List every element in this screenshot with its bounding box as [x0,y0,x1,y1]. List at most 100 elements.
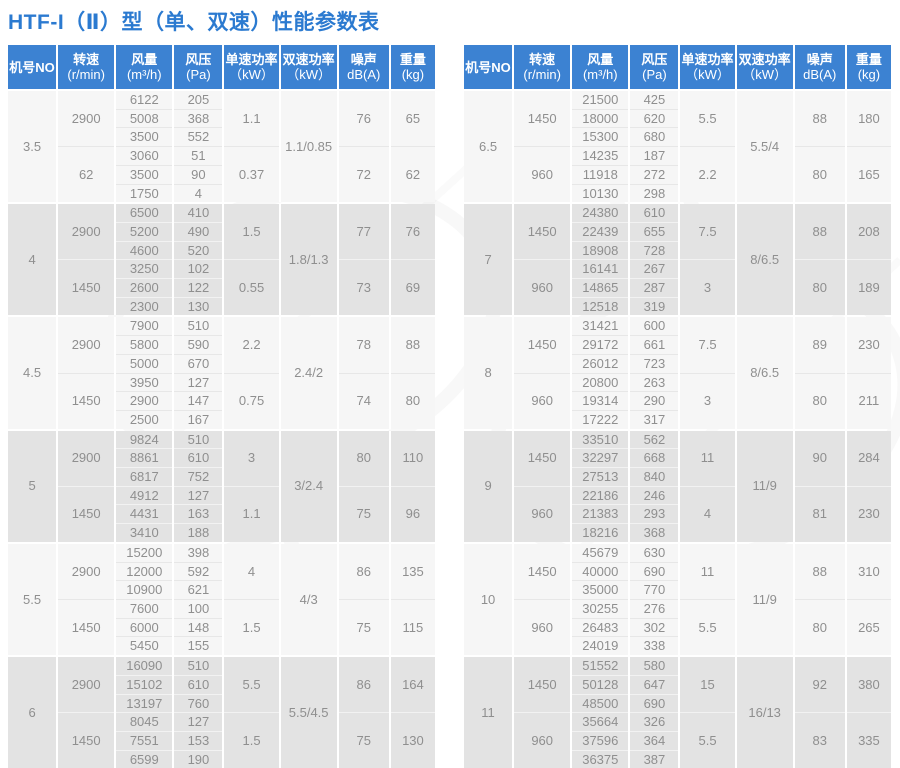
flow-cell: 15102 [115,675,175,695]
weight-cell: 189 [845,259,891,316]
pressure-cell: 410 [173,204,225,223]
pressure-cell: 90 [173,165,225,185]
speed-cell: 2900 [57,204,117,261]
speed-cell: 960 [513,373,573,429]
noise-cell: 78 [337,317,391,374]
col-header-line1: 机号NO [465,59,511,75]
table-row: 960 30255 276 5.5 80 265 [464,599,891,656]
table-row: 4600 520 [8,241,435,261]
pressure-cell: 562 [629,430,681,450]
flow-cell: 22186 [571,486,631,506]
model-cell: 9 [464,430,515,542]
flow-cell: 4600 [115,241,175,261]
noise-cell: 72 [337,146,391,203]
col-header-line2: dB(A) [347,67,381,82]
speed-cell: 1450 [57,373,117,429]
pressure-cell: 723 [629,354,681,374]
pressure-cell: 163 [173,504,225,525]
power-cell: 0.37 [223,146,281,203]
dual-power-cell: 4/3 [279,543,339,656]
col-header-line1: 双速功率 [738,52,791,67]
model-block-3.5: 3.5 2900 6122 205 1.1 1.1/0.85 76 65 5008 368 3500… [8,91,435,203]
pressure-cell: 102 [173,259,225,280]
table-row: 1750 4 [8,184,435,203]
weight-cell: 265 [845,599,891,656]
flow-cell: 2500 [115,410,175,429]
col-header-3: 风压 (Pa) [173,45,225,89]
flow-cell: 18000 [571,109,631,129]
dual-power-cell: 1.1/0.85 [279,91,339,203]
col-header-line1: 风量 [131,52,158,67]
col-header-line1: 风量 [587,52,614,67]
pressure-cell: 317 [629,410,681,429]
col-header-line2: (m³/h) [582,67,618,82]
pressure-cell: 580 [629,657,681,676]
pressure-cell: 122 [173,278,225,298]
table-row: 5008 368 [8,109,435,129]
pressure-cell: 600 [629,317,681,337]
flow-cell: 2300 [115,297,175,316]
flow-cell: 3500 [115,127,175,148]
flow-cell: 8045 [115,712,175,732]
pressure-cell: 326 [629,712,681,732]
table-row: 2600 122 [8,278,435,298]
col-header-6: 噪声 dB(A) [793,45,847,89]
col-header-line1: 噪声 [350,52,377,67]
flow-cell: 29172 [571,335,631,355]
col-header-line1: 风压 [641,52,668,67]
pressure-cell: 510 [173,657,225,676]
flow-cell: 32297 [571,448,631,469]
dual-power-cell: 16/13 [735,657,795,768]
flow-cell: 8861 [115,448,175,469]
weight-cell: 130 [389,712,435,768]
power-cell: 1.5 [223,712,281,768]
table-row: 5800 590 [8,335,435,355]
flow-cell: 50128 [571,675,631,695]
col-header-line2: (Pa) [642,67,667,82]
pressure-cell: 387 [629,750,681,768]
speed-cell: 1450 [513,430,573,487]
flow-cell: 4431 [115,504,175,525]
model-block-10: 10 1450 45679 630 11 11/9 88 310 40000 690 35000 77… [464,543,891,656]
model-cell: 6.5 [464,91,515,203]
table-row: 27513 840 [464,467,891,487]
pressure-cell: 188 [173,523,225,542]
pressure-cell: 661 [629,335,681,355]
table-row: 29172 661 [464,335,891,355]
pressure-cell: 630 [629,543,681,563]
table-row: 960 16141 267 3 80 189 [464,259,891,316]
speed-cell: 960 [513,146,573,203]
flow-cell: 33510 [571,430,631,450]
flow-cell: 6122 [115,91,175,110]
speed-cell: 960 [513,599,573,656]
pressure-cell: 147 [173,391,225,411]
pressure-cell: 728 [629,241,681,261]
flow-cell: 7600 [115,599,175,619]
table-row: 3500 90 [8,165,435,185]
col-header-line1: 单速功率 [225,52,278,67]
power-cell: 1.1 [223,91,281,148]
model-block-6: 6 2900 16090 510 5.5 5.5/4.5 86 164 15102 610 1319… [8,657,435,768]
flow-cell: 13197 [115,694,175,714]
pressure-cell: 190 [173,750,225,768]
model-block-9: 9 1450 33510 562 11 11/9 90 284 32297 668 27513 840… [464,430,891,542]
pressure-cell: 246 [629,486,681,506]
flow-cell: 16141 [571,259,631,280]
table-row: 62 3060 51 0.37 72 62 [8,146,435,203]
flow-cell: 17222 [571,410,631,429]
flow-cell: 18216 [571,523,631,542]
pressure-cell: 290 [629,391,681,411]
table-row: 1450 3950 127 0.75 74 80 [8,373,435,429]
flow-cell: 5008 [115,109,175,129]
pressure-cell: 51 [173,146,225,166]
weight-cell: 65 [389,91,435,148]
dual-power-cell: 11/9 [735,430,795,542]
col-header-7: 重量 (kg) [389,45,435,89]
flow-cell: 26483 [571,618,631,638]
pressure-cell: 153 [173,731,225,751]
flow-cell: 16090 [115,657,175,676]
power-cell: 0.75 [223,373,281,429]
table-row: 3.5 2900 6122 205 1.1 1.1/0.85 76 65 [8,91,435,203]
col-header-line2: (Pa) [186,67,211,82]
